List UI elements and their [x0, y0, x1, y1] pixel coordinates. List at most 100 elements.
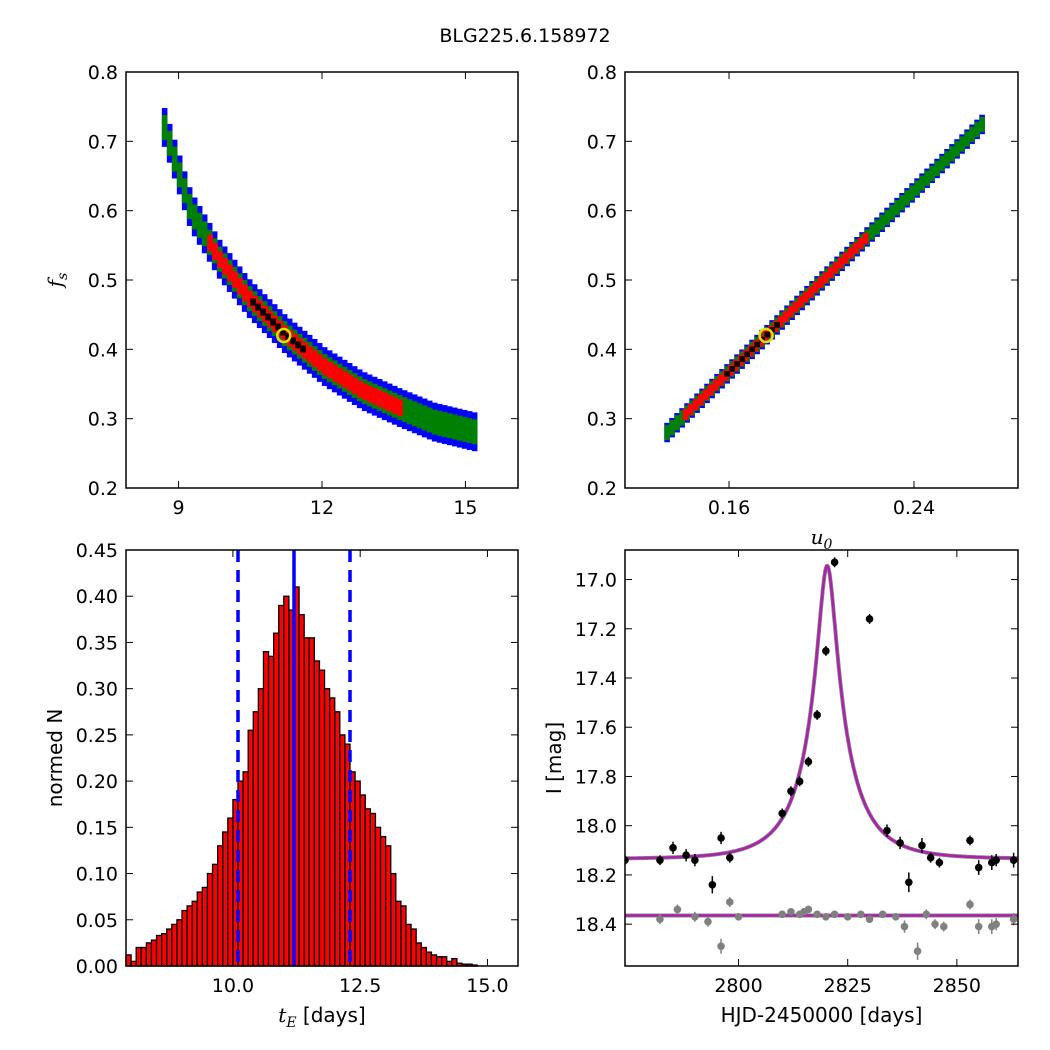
fs_vs_u0-cell-1-sigma: [787, 306, 794, 318]
fs_vs_u0-cell-1-sigma: [687, 404, 694, 416]
light_curve-series-1: [656, 897, 1018, 960]
panel-tE-histogram: 10.0 12.5 15.0 0.00 0.05 0.10 0.15 0.20 0.25 0.30…: [43, 540, 519, 1031]
light_curve-point: [857, 910, 865, 919]
tE_histogram-xtick-label: 15.0: [466, 975, 508, 997]
light_curve-point: [896, 839, 904, 847]
light_curve-point: [891, 912, 900, 921]
fs_vs_tE-cell-best: [290, 337, 296, 345]
fs_vs_u0-cell-2-sigma: [934, 160, 940, 177]
fs_vs_tE-cell-1-sigma: [312, 350, 318, 368]
fs_vs_tE-level-2-sigma: [161, 114, 478, 445]
fs_vs_u0-cell-1-sigma: [807, 286, 814, 298]
fs_vs_tE-cell-1-sigma: [222, 258, 228, 275]
fs_vs_tE-cell-2-sigma: [196, 212, 203, 238]
fs_vs_u0-cell-1-sigma: [852, 242, 859, 254]
fs_vs_u0-cell-1-sigma: [832, 262, 839, 274]
tE_histogram-xlabel-symbol: t: [278, 1003, 287, 1027]
fs_vs_tE-cell-2-sigma: [406, 399, 413, 425]
fs_vs_tE-cell-2-sigma: [431, 409, 438, 435]
fs_vs_tE-cell-best: [285, 333, 291, 341]
fs_vs_tE-cell-1-sigma: [397, 399, 403, 417]
light_curve-xlabel: HJD-2450000 [days]: [721, 1003, 923, 1027]
fs_vs_u0-cell-best: [744, 351, 751, 357]
fs_vs_tE-cell-2-sigma: [466, 418, 473, 444]
fs_vs_tE-ytick-label: 0.5: [88, 270, 118, 292]
fs_vs_tE-cell-2-sigma: [441, 412, 448, 438]
tE_histogram-bar: [206, 872, 214, 967]
fs_vs_u0-cell-2-sigma: [959, 136, 965, 152]
fs_vs_tE-cell-1-sigma: [372, 388, 378, 405]
fs_vs_u0-cell-best: [734, 361, 741, 367]
light_curve-xtick-label: 2800: [714, 975, 762, 997]
fs_vs_u0-cell-2-sigma: [884, 209, 890, 226]
fs_vs_tE-cell-2-sigma: [176, 162, 183, 188]
fs_vs_tE-cell-1-sigma: [337, 368, 343, 385]
fs_vs_u0-cell-1-sigma: [847, 247, 854, 259]
fs_vs_tE-cell-2-sigma: [181, 178, 188, 204]
fs_vs_tE-ylabel-subscript: s: [55, 273, 71, 280]
tE_histogram-ylabel: normed N: [43, 709, 67, 808]
fs_vs_tE-cell-2-sigma: [426, 407, 433, 433]
light_curve-ytick-label: 17.4: [575, 668, 617, 690]
light_curve-point: [1009, 856, 1018, 864]
tE_histogram-bar: [160, 932, 168, 967]
tE_histogram-bar: [150, 939, 158, 967]
fs_vs_tE-cell-best: [265, 313, 271, 321]
tE_histogram-bar: [171, 923, 178, 967]
tE_histogram-bar: [298, 614, 305, 967]
tE_histogram-bar: [390, 872, 397, 967]
light_curve-series-0: [625, 557, 1018, 894]
light_curve-ytick-label: 17.8: [575, 766, 617, 788]
tE_histogram-xlabel-unit: [days]: [297, 1003, 366, 1027]
fs_vs_tE-cell-1-sigma: [322, 358, 328, 376]
fs_vs_tE-cell-2-sigma: [451, 414, 458, 440]
fs_vs_tE-ytick-label: 0.4: [88, 339, 118, 361]
tE_histogram-bar: [354, 780, 361, 967]
fs_vs_tE-cell-1-sigma: [332, 364, 338, 382]
tE_histogram-bar: [400, 905, 407, 967]
tE_histogram-bar: [176, 919, 183, 967]
fs_vs_tE-cell-1-sigma: [242, 284, 248, 302]
tE_histogram-bar: [252, 711, 260, 967]
fs_vs_tE-level-best: [250, 298, 306, 353]
light_curve-point: [656, 856, 664, 864]
tE_histogram-bar: [323, 688, 331, 967]
tE_histogram-ytick-label: 0.05: [76, 910, 118, 932]
fs_vs_tE-cell-1-sigma: [362, 383, 368, 401]
tE_histogram-xlabel: tE [days]: [278, 1003, 365, 1031]
fs_vs_u0-best-fit-marker: [758, 327, 774, 344]
tE_histogram-bar: [440, 956, 448, 967]
light_curve-point: [804, 757, 813, 766]
fs_vs_u0-xtick-label: 0.24: [893, 497, 935, 519]
fs_vs_u0-cell-1-sigma: [712, 379, 719, 391]
light_curve-point: [966, 836, 974, 845]
light_curve-point: [813, 711, 821, 719]
tE_histogram-bar: [242, 771, 249, 967]
tE_histogram-bar: [211, 863, 219, 967]
light_curve-point: [830, 910, 839, 919]
tE_histogram-bar: [278, 604, 285, 967]
tE_histogram-bar: [272, 632, 280, 967]
tE_histogram-ytick-label: 0.45: [76, 540, 118, 562]
tE_histogram-ytick-label: 0.30: [76, 679, 118, 701]
fs_vs_tE-ytick-label: 0.8: [88, 62, 118, 84]
light_curve-ytick-label: 17.2: [575, 619, 617, 641]
fs_vs_tE-cell-1-sigma: [307, 346, 313, 363]
fs_vs_u0-cell-2-sigma: [869, 224, 875, 240]
tE_histogram-bar: [420, 946, 428, 967]
light_curve-point: [830, 558, 839, 567]
light_curve-point: [691, 912, 699, 921]
tE_histogram-ytick-label: 0.40: [76, 586, 118, 608]
fs_vs_tE-ytick-label: 0.6: [88, 201, 118, 223]
tE_histogram-bar: [313, 660, 321, 967]
fs_vs_u0-cell-best: [764, 331, 771, 338]
tE_histogram-bar: [379, 835, 387, 967]
tE_histogram-bar: [318, 669, 326, 967]
fs_vs_tE-cell-2-sigma: [201, 221, 208, 247]
tE_histogram-ytick-label: 0.25: [76, 725, 118, 747]
fs_vs_u0-cell-1-sigma: [837, 257, 844, 269]
tE_histogram-bar: [410, 928, 417, 967]
fs_vs_tE-cell-1-sigma: [217, 251, 223, 269]
tE_histogram-bar: [155, 934, 163, 967]
fs_vs_u0-cell-2-sigma: [894, 199, 900, 216]
